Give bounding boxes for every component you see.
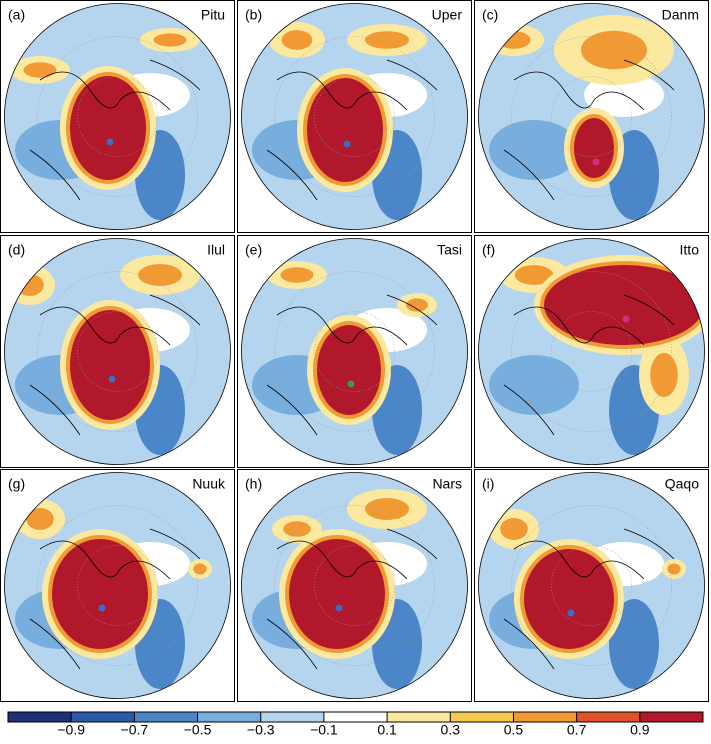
colorbar-swatch xyxy=(387,712,450,722)
anomaly-core xyxy=(289,539,385,649)
colorbar-tick-label: 0.3 xyxy=(441,722,461,738)
positive-area xyxy=(282,30,313,50)
colorbar-swatch xyxy=(577,712,640,722)
map-panel: (e) Tasi xyxy=(238,236,472,468)
colorbar-swatch xyxy=(134,712,197,722)
panel-label: (d) xyxy=(8,242,25,258)
map-panel: (g) Nuuk xyxy=(1,470,235,702)
map-field xyxy=(5,473,231,699)
colorbar-swatch xyxy=(640,712,703,722)
colorbar-tick-label: −0.7 xyxy=(121,722,149,738)
map-panel: (b) Uper xyxy=(238,1,472,233)
panel-label: (e) xyxy=(245,242,262,258)
positive-area xyxy=(283,521,311,536)
colorbar-tick-label: −0.3 xyxy=(247,722,275,738)
station-name: Itto xyxy=(680,242,700,258)
colorbar: −0.9 −0.7 −0.5 −0.3 −0.1 0.1 0.3 0.5 0.7 0.9 xyxy=(8,712,703,738)
map-panel: (c) Danm xyxy=(475,1,709,233)
map-field xyxy=(479,473,705,699)
negative-area xyxy=(489,355,579,415)
map-panel: (d) Ilul xyxy=(1,236,235,468)
map-field xyxy=(5,4,231,230)
colorbar-swatch xyxy=(324,712,387,722)
colorbar-tick-label: 0.9 xyxy=(630,722,650,738)
colorbar-tick-label: −0.5 xyxy=(184,722,212,738)
positive-area xyxy=(138,264,182,286)
panel-label: (a) xyxy=(8,7,25,23)
station-name: Nuuk xyxy=(192,476,226,492)
station-dot xyxy=(348,381,355,388)
anomaly-core xyxy=(307,78,383,182)
map-field xyxy=(479,4,705,230)
panel-label: (h) xyxy=(245,476,262,492)
anomaly-core xyxy=(70,310,150,420)
colorbar-swatch xyxy=(261,712,324,722)
station-dot xyxy=(568,610,575,617)
colorbar-tick-label: −0.9 xyxy=(57,722,85,738)
panel-label: (c) xyxy=(482,7,498,23)
map-panel: (h) Nars xyxy=(238,470,472,702)
positive-area xyxy=(500,518,528,540)
positive-area xyxy=(667,564,680,575)
colorbar-swatch xyxy=(450,712,513,722)
station-name: Nars xyxy=(432,476,462,492)
station-dot xyxy=(107,139,114,146)
map-field xyxy=(242,473,468,699)
station-dot xyxy=(336,605,343,612)
map-field xyxy=(242,239,468,465)
anomaly-core xyxy=(574,118,614,178)
colorbar-swatch xyxy=(198,712,261,722)
panel-label: (b) xyxy=(245,7,262,23)
map-panel: (a) Pitu xyxy=(1,1,235,233)
anomaly-core xyxy=(317,325,381,415)
station-name: Pitu xyxy=(201,7,225,23)
positive-area xyxy=(154,33,187,46)
panel-label: (i) xyxy=(482,476,494,492)
colorbar-tick-label: 0.1 xyxy=(377,722,397,738)
map-panel: (f) Itto xyxy=(475,236,711,468)
station-name: Uper xyxy=(432,7,463,23)
station-name: Tasi xyxy=(437,242,462,258)
colorbar-swatch xyxy=(8,712,71,722)
positive-area xyxy=(24,62,57,77)
station-dot xyxy=(109,376,116,383)
station-dot xyxy=(344,141,351,148)
station-dot xyxy=(99,605,106,612)
station-dot xyxy=(623,316,630,323)
anomaly-core xyxy=(70,76,146,180)
positive-area xyxy=(365,498,409,520)
map-field xyxy=(242,4,468,230)
positive-area xyxy=(650,353,678,397)
colorbar-tick-label: 0.5 xyxy=(504,722,524,738)
colorbar-tick-label: −0.1 xyxy=(310,722,338,738)
station-name: Danm xyxy=(662,7,699,23)
colorbar-swatch xyxy=(513,712,576,722)
positive-area xyxy=(365,31,409,49)
station-name: Ilul xyxy=(207,242,225,258)
anomaly-core xyxy=(52,539,148,649)
station-name: Qaqo xyxy=(665,476,699,492)
map-panel: (i) Qaqo xyxy=(475,470,709,702)
panel-label: (f) xyxy=(482,242,495,258)
positive-area xyxy=(193,564,206,575)
map-field xyxy=(5,239,231,465)
station-dot xyxy=(593,159,600,166)
colorbar-tick-label: 0.7 xyxy=(567,722,587,738)
positive-area xyxy=(281,267,314,282)
panel-label: (g) xyxy=(8,476,25,492)
colorbar-swatch xyxy=(71,712,134,722)
